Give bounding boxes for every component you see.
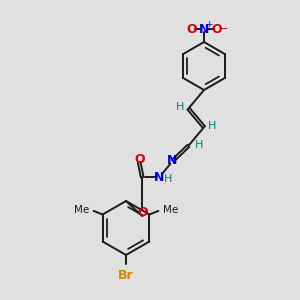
Text: O: O — [211, 23, 222, 36]
Text: Me: Me — [163, 205, 178, 215]
Text: O: O — [137, 206, 148, 220]
Text: Br: Br — [118, 269, 134, 282]
Text: N: N — [154, 171, 164, 184]
Text: H: H — [208, 121, 217, 131]
Text: Me: Me — [74, 205, 89, 215]
Text: H: H — [176, 102, 184, 112]
Text: O: O — [134, 153, 145, 166]
Text: O: O — [187, 23, 197, 36]
Text: +: + — [205, 20, 213, 29]
Text: N: N — [199, 23, 209, 36]
Text: H: H — [195, 140, 203, 150]
Text: −: − — [218, 24, 228, 34]
Text: H: H — [164, 174, 172, 184]
Text: N: N — [167, 154, 177, 167]
